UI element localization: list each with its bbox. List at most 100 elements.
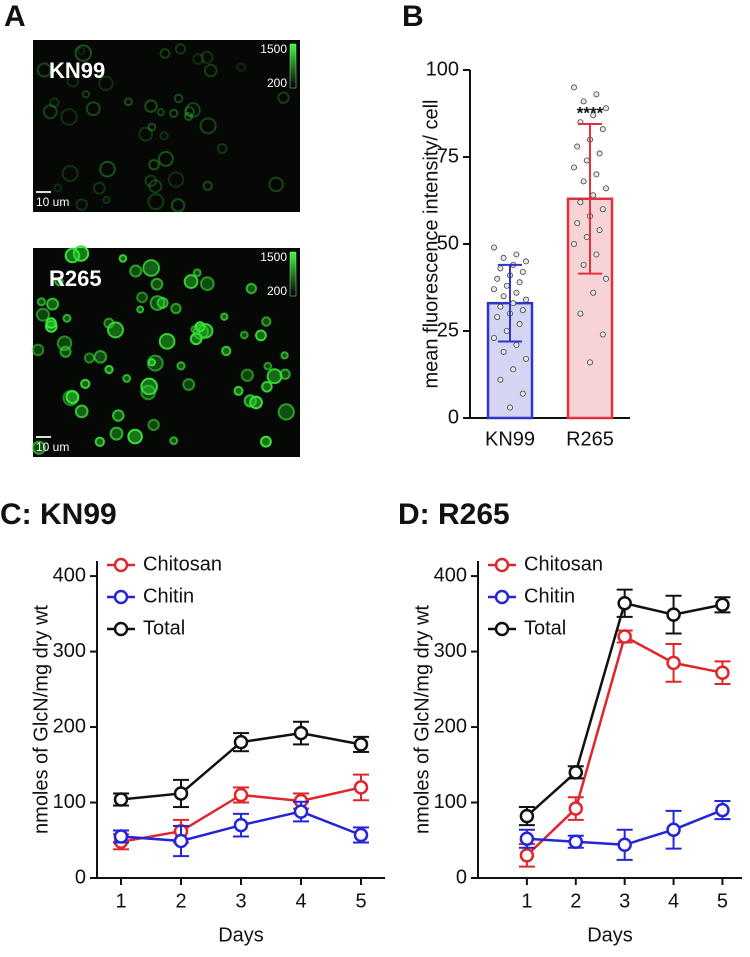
cell [199, 276, 215, 292]
cell [74, 404, 89, 419]
cell [142, 259, 161, 277]
cell [109, 426, 124, 441]
cell [185, 102, 201, 118]
x-tick-label: 5 [717, 890, 728, 912]
legend-label: Chitin [143, 585, 194, 607]
cell [76, 46, 86, 56]
cell [233, 385, 244, 396]
data-point [519, 848, 535, 863]
cell [150, 277, 164, 291]
y-tick-label: 400 [53, 564, 86, 586]
image-background [33, 248, 300, 457]
x-tick-label: 3 [619, 890, 630, 912]
data-point [173, 833, 189, 849]
cell [277, 91, 290, 104]
data-point [513, 251, 520, 258]
data-point [497, 376, 504, 383]
cell [149, 295, 166, 311]
cell [167, 171, 185, 188]
x-axis-label: Days [218, 924, 264, 946]
cell [147, 122, 157, 132]
y-tick-label: 75 [437, 145, 459, 167]
data-point [599, 126, 606, 133]
cell [65, 390, 80, 405]
cell [249, 395, 263, 410]
data-point [617, 837, 632, 853]
data-point [113, 829, 129, 844]
data-point [506, 404, 513, 411]
data-point [497, 265, 504, 272]
cell [277, 403, 295, 421]
legend-marker [494, 621, 510, 637]
cell [122, 374, 132, 383]
cell [56, 335, 73, 352]
y-axis-label: nmoles of GlcN/mg dry wt [411, 605, 433, 834]
panel-title: D: R265 [398, 498, 510, 531]
x-tick-label: 1 [521, 890, 532, 912]
data-point [510, 300, 517, 307]
data-point [519, 390, 526, 397]
y-tick-label: 200 [434, 715, 467, 737]
data-point [617, 596, 632, 611]
y-tick-label: 100 [53, 791, 86, 813]
x-tick-label: 2 [175, 890, 186, 912]
y-tick-label: 300 [434, 640, 467, 662]
data-point [503, 282, 510, 289]
data-point [233, 734, 249, 750]
data-point [715, 802, 730, 818]
data-point [574, 143, 581, 150]
data-point [603, 105, 610, 112]
cell [157, 150, 174, 167]
cell [36, 62, 52, 78]
cell [199, 117, 217, 135]
cell [49, 97, 60, 108]
cell [98, 75, 114, 92]
data-point [523, 355, 530, 362]
panel-letter: A [4, 0, 26, 33]
x-tick-label: 4 [295, 890, 306, 912]
data-point [353, 737, 369, 752]
data-point [500, 348, 507, 355]
cell [158, 332, 176, 350]
cell [99, 160, 116, 178]
data-point [596, 150, 603, 157]
y-axis-label: mean fluorescence intensity/ cell [420, 99, 442, 388]
cell [35, 307, 51, 322]
cell [64, 247, 81, 264]
legend-marker [113, 621, 129, 637]
cell [255, 329, 267, 342]
y-tick-label: 0 [75, 866, 86, 888]
cell [136, 305, 145, 314]
cell [176, 361, 186, 371]
data-point [500, 293, 507, 300]
y-tick-label: 25 [437, 319, 459, 341]
cell [245, 282, 258, 295]
cell [174, 43, 187, 55]
colorbar [289, 43, 297, 89]
data-point [513, 341, 520, 348]
data-point [293, 804, 309, 819]
cell [31, 440, 47, 455]
data-point [490, 244, 497, 251]
data-point [353, 780, 369, 795]
y-tick-label: 0 [448, 406, 459, 428]
data-point [516, 321, 523, 328]
cell [169, 108, 179, 118]
cell [129, 264, 143, 278]
cell [80, 378, 91, 390]
cell [36, 297, 47, 307]
scale-bar-label: 10 um [36, 195, 69, 209]
cell [239, 330, 249, 340]
cell [192, 323, 210, 341]
cell [85, 101, 101, 117]
cell [220, 312, 229, 321]
cell [263, 361, 273, 371]
data-point [490, 334, 497, 341]
cell [170, 198, 186, 213]
y-tick-label: 400 [434, 564, 467, 586]
data-point [715, 665, 730, 680]
cell [268, 176, 284, 193]
cell [182, 378, 196, 391]
data-point [599, 206, 606, 213]
